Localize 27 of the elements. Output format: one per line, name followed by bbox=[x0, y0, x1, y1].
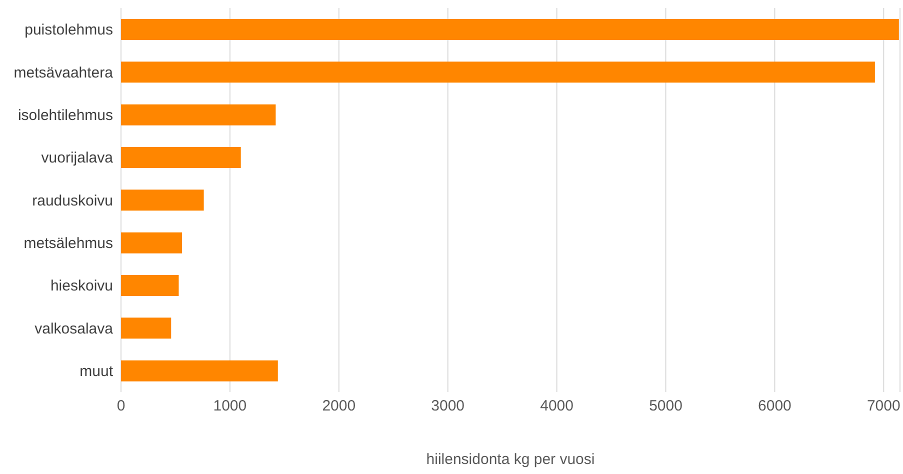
y-tick-label: muut bbox=[80, 362, 114, 380]
x-tick-label: 5000 bbox=[649, 398, 682, 415]
bar bbox=[121, 62, 875, 83]
y-tick-label: metsävaahtera bbox=[14, 64, 114, 82]
bar bbox=[121, 19, 899, 40]
y-tick-label: puistolehmus bbox=[24, 22, 113, 39]
x-tick-label: 7000 bbox=[866, 398, 900, 415]
x-tick-label: 1000 bbox=[213, 398, 247, 415]
bar bbox=[121, 104, 276, 126]
x-axis-title: hiilensidonta kg per vuosi bbox=[426, 451, 595, 468]
x-tick-label: 0 bbox=[116, 398, 126, 415]
bar bbox=[121, 147, 241, 168]
y-tick-label: hieskoivu bbox=[50, 278, 113, 295]
x-tick-label: 4000 bbox=[540, 398, 574, 415]
x-tick-label: 2000 bbox=[322, 398, 356, 415]
bar bbox=[121, 318, 172, 339]
y-tick-label: vuorijalava bbox=[41, 150, 114, 167]
bar bbox=[121, 232, 182, 254]
y-tick-label: metsälehmus bbox=[24, 234, 113, 252]
y-tick-label: isolehtilehmus bbox=[18, 106, 113, 124]
y-tick-label: rauduskoivu bbox=[32, 192, 113, 210]
bar bbox=[121, 360, 278, 382]
bar bbox=[121, 275, 179, 296]
x-tick-label: 3000 bbox=[431, 398, 465, 415]
x-tick-label: 6000 bbox=[758, 398, 792, 415]
y-tick-label: valkosalava bbox=[34, 320, 114, 338]
bar bbox=[121, 190, 204, 211]
